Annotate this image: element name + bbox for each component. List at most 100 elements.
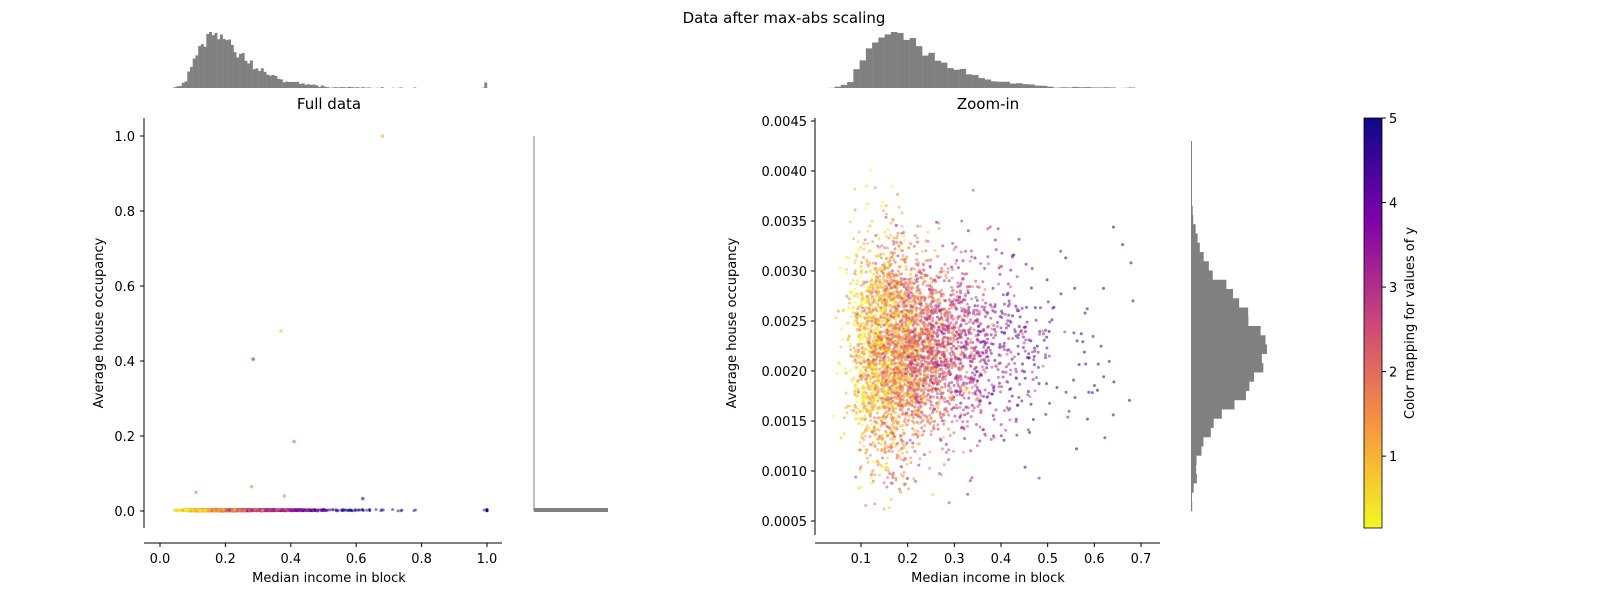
histogram-bar [835, 87, 841, 88]
y-tick-label: 0.0 [114, 505, 135, 520]
data-point [853, 346, 856, 349]
data-point [998, 382, 1001, 385]
histogram-bar [340, 87, 343, 88]
data-point [400, 509, 403, 512]
data-point [904, 265, 907, 268]
data-point [311, 509, 314, 512]
zoom-in-top-histogram [828, 32, 1135, 88]
data-point [836, 372, 839, 375]
histogram-bar [916, 46, 922, 88]
histogram-bar [261, 68, 264, 88]
data-point [174, 509, 177, 512]
data-point [353, 509, 356, 512]
data-point [220, 509, 223, 512]
histogram-bar [1085, 87, 1091, 88]
data-point [882, 209, 885, 212]
data-point [912, 477, 915, 480]
x-tick-label: 0.0 [150, 552, 171, 567]
histogram-bar [176, 86, 179, 88]
histogram-bar [299, 84, 302, 88]
histogram-bar [190, 67, 193, 88]
histogram-bar [1072, 87, 1078, 88]
full-data-x-label: Median income in block [252, 571, 406, 586]
histogram-bar [381, 87, 384, 88]
histogram-bar [1191, 400, 1234, 409]
histogram-bar [351, 87, 354, 88]
data-point [970, 249, 973, 252]
data-point [983, 267, 986, 270]
x-tick-label: 0.2 [215, 552, 236, 567]
data-point [271, 508, 274, 511]
data-point [870, 473, 873, 476]
y-tick-label: 0.6 [114, 280, 135, 295]
data-point [873, 416, 876, 419]
data-point [846, 411, 849, 414]
histogram-bar [193, 59, 196, 88]
data-point [979, 262, 982, 265]
histogram-bar [185, 81, 188, 88]
histogram-bar [947, 68, 953, 88]
data-point [185, 508, 188, 511]
histogram-bar [236, 57, 239, 88]
data-point [983, 308, 986, 311]
data-point [486, 509, 489, 512]
histogram-bar [285, 82, 288, 88]
histogram-bar [187, 72, 190, 88]
histogram-bar [255, 68, 258, 88]
data-point [855, 361, 858, 364]
data-point [990, 352, 993, 355]
full-data-right-histogram [534, 136, 608, 512]
histogram-bar [1191, 465, 1196, 474]
histogram-bar [353, 87, 356, 88]
histogram-bar [1066, 87, 1072, 88]
outlier-point [292, 440, 296, 444]
histogram-bar [209, 32, 212, 88]
histogram-bar [362, 87, 365, 88]
data-point [918, 457, 921, 460]
outlier-point [381, 134, 385, 138]
data-point [199, 509, 202, 512]
histogram-bar [1191, 437, 1203, 446]
histogram-bar [195, 55, 198, 88]
data-point [937, 427, 940, 430]
histogram-bar [1191, 187, 1192, 196]
data-point [214, 509, 217, 512]
outlier-point [279, 329, 283, 333]
histogram-bar [400, 87, 403, 88]
histogram-bar [1191, 483, 1194, 492]
histogram-bar [1191, 224, 1196, 233]
data-point [999, 273, 1002, 276]
histogram-bar [277, 79, 280, 88]
data-point [1097, 363, 1100, 366]
data-point [856, 279, 859, 282]
data-point [955, 290, 958, 293]
histogram-bar [1191, 243, 1200, 252]
data-point [261, 509, 264, 512]
histogram-bar [1191, 446, 1202, 455]
histogram-bar [234, 52, 237, 88]
histogram-bar [201, 44, 204, 88]
histogram-bar [283, 82, 286, 88]
data-point [1004, 429, 1007, 432]
histogram-bar [315, 85, 318, 88]
full-data-y-label: Average house occupancy [92, 237, 107, 408]
histogram-bar [1191, 206, 1193, 215]
histogram-bar [321, 85, 324, 88]
histogram-bar [1191, 335, 1266, 344]
histogram-bar [1191, 261, 1209, 270]
histogram-bar [1191, 354, 1262, 363]
histogram-bar [1191, 409, 1222, 418]
histogram-bar [1091, 87, 1097, 88]
data-point [281, 509, 284, 512]
histogram-bar [1191, 317, 1248, 326]
data-point [203, 509, 206, 512]
histogram-bar [239, 54, 242, 88]
histogram-bar [1016, 83, 1022, 88]
histogram-bar [1191, 382, 1249, 391]
data-point [947, 414, 950, 417]
histogram-bar [326, 87, 329, 88]
data-point [936, 392, 939, 395]
data-point [891, 185, 894, 188]
data-point [916, 225, 919, 228]
